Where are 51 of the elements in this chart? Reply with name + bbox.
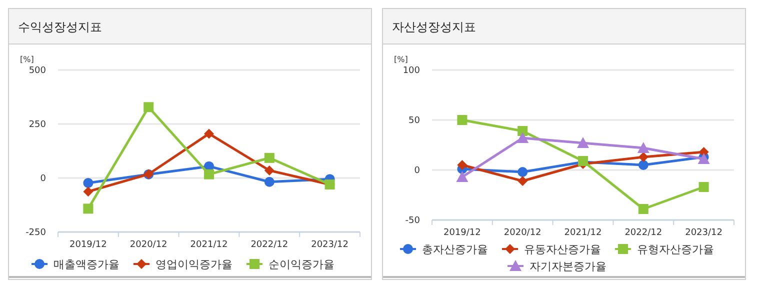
point: [83, 186, 94, 197]
x-tick-label: 2019/12: [70, 240, 107, 250]
point: [264, 165, 274, 176]
point: [204, 128, 214, 139]
point: [264, 176, 274, 187]
legend-label: 영업이익증가율: [156, 258, 232, 271]
point: [83, 204, 94, 214]
legend-label: 총자산증가율: [422, 243, 488, 256]
legend-label: 유동자산증가율: [524, 243, 601, 256]
point: [457, 115, 468, 125]
y-tick-label: 100: [402, 66, 420, 76]
point: [144, 102, 154, 112]
x-tick-label: 2022/12: [624, 228, 662, 238]
x-tick-label: 2021/12: [564, 228, 602, 238]
point: [264, 152, 274, 163]
point: [577, 137, 589, 148]
y-axis-title: [%]: [394, 55, 408, 64]
y-tick-label: -50: [405, 216, 420, 226]
legend-label: 유형자산증가율: [637, 243, 714, 256]
point: [518, 167, 528, 177]
x-tick-label: 2021/12: [190, 240, 228, 250]
point: [518, 176, 528, 186]
x-tick-label: 2020/12: [130, 240, 168, 250]
y-axis-title: [%]: [20, 55, 34, 64]
point: [638, 204, 648, 214]
x-tick-label: 2022/12: [250, 240, 288, 250]
legend-label: 매출액증가율: [54, 258, 120, 271]
point: [698, 182, 709, 192]
x-tick-label: 2023/12: [685, 228, 722, 238]
point: [457, 160, 468, 170]
point: [638, 152, 648, 162]
y-tick-label: -250: [26, 228, 46, 238]
legend-label: 자기자본증가율: [530, 260, 606, 273]
chart-title: 자산성장성지표: [392, 20, 476, 34]
y-tick-label: 500: [28, 66, 46, 76]
y-tick-label: 0: [414, 166, 420, 176]
legend-label: 순이익증가율: [268, 258, 334, 271]
y-tick-label: 0: [40, 174, 46, 184]
point: [83, 178, 94, 188]
point: [516, 132, 529, 143]
x-tick-label: 2019/12: [444, 228, 481, 238]
point: [204, 169, 214, 180]
point: [456, 171, 468, 182]
x-tick-label: 2023/12: [311, 240, 348, 250]
point: [637, 142, 650, 153]
chart-title: 수익성장성지표: [18, 20, 102, 34]
y-tick-label: 50: [408, 116, 420, 126]
y-tick-label: 250: [28, 120, 46, 130]
x-tick-label: 2020/12: [504, 228, 542, 238]
point: [518, 126, 528, 136]
point: [638, 160, 648, 170]
